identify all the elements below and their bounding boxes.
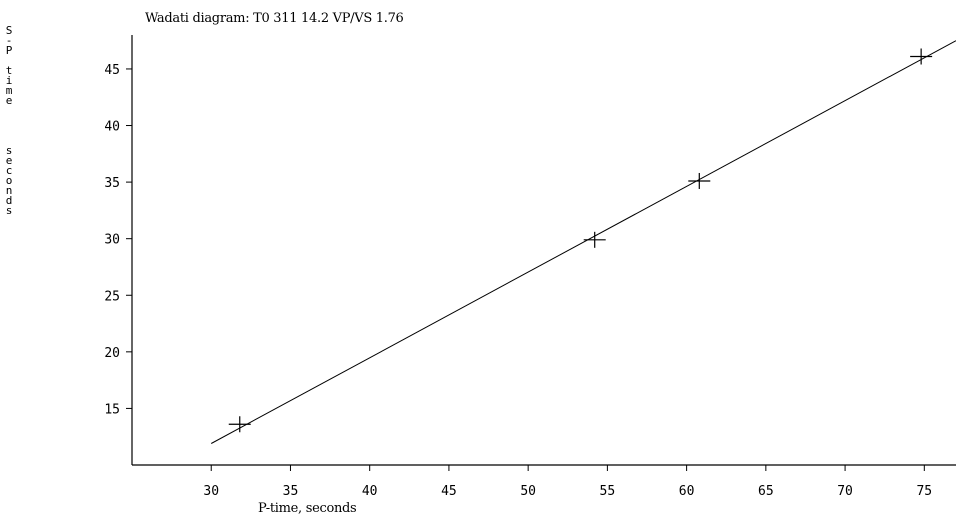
regression-line — [210, 40, 956, 444]
data-point — [583, 231, 606, 248]
data-point — [910, 48, 933, 65]
y-tick-label: 45 — [104, 63, 120, 78]
data-point — [228, 416, 251, 433]
x-tick-label: 55 — [600, 484, 616, 499]
y-label-char: s — [6, 204, 13, 217]
x-tick-label: 70 — [837, 484, 853, 499]
y-tick-label: 15 — [104, 402, 120, 417]
x-ticks: 30 35 40 45 50 55 60 65 70 75 — [203, 465, 932, 499]
y-label-char: m — [6, 84, 13, 97]
y-label-char: e — [6, 94, 13, 107]
y-label-char: t — [6, 64, 13, 77]
x-tick-label: 40 — [362, 484, 378, 499]
y-label-char: o — [6, 174, 13, 187]
y-label-char: - — [6, 34, 13, 47]
y-label-char: P — [6, 44, 13, 57]
data-point — [688, 172, 711, 189]
y-tick-label: 30 — [104, 233, 120, 248]
x-tick-label: 50 — [520, 484, 536, 499]
x-tick-label: 75 — [916, 484, 932, 499]
y-tick-label: 35 — [104, 176, 120, 191]
x-tick-label: 35 — [283, 484, 299, 499]
y-label-char: n — [6, 184, 13, 197]
x-tick-label: 65 — [758, 484, 774, 499]
y-tick-label: 40 — [104, 120, 120, 135]
data-points — [228, 48, 933, 433]
y-ticks: 15 20 25 30 35 40 45 — [104, 63, 132, 417]
x-tick-label: 30 — [203, 484, 219, 499]
x-tick-label: 45 — [441, 484, 457, 499]
chart-title: Wadati diagram: T0 311 14.2 VP/VS 1.76 — [145, 11, 404, 26]
y-label-char: d — [6, 194, 13, 207]
y-label-char: s — [6, 144, 13, 157]
y-tick-label: 25 — [104, 289, 120, 304]
y-label-char: S — [6, 24, 13, 37]
y-label-char: i — [6, 74, 13, 87]
y-tick-label: 20 — [104, 346, 120, 361]
y-label-char: c — [6, 164, 13, 177]
x-axis-label: P-time, seconds — [258, 501, 356, 516]
y-label-char: e — [6, 154, 13, 167]
x-tick-label: 60 — [679, 484, 695, 499]
